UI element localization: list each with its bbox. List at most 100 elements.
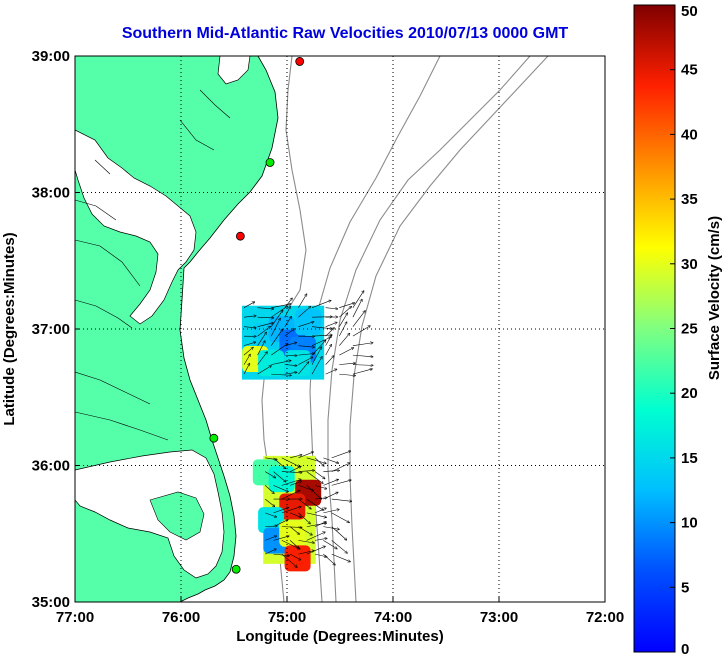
velocity-arrow — [289, 540, 299, 548]
velocity-arrow — [284, 372, 297, 375]
velocity-arrow — [331, 540, 347, 553]
velocity-arrow — [273, 471, 286, 482]
velocity-arrow — [284, 298, 292, 308]
velocity-cell — [258, 350, 285, 377]
velocity-arrow — [311, 357, 322, 375]
velocity-arrow — [314, 457, 324, 466]
x-tick-label: 75:00 — [268, 609, 306, 626]
radar-station-marker — [231, 564, 241, 574]
velocity-arrow — [243, 316, 256, 317]
velocity-arrow — [298, 452, 313, 459]
velocity-cell — [284, 350, 311, 377]
velocity-arrow — [281, 507, 301, 514]
velocity-arrow — [331, 553, 351, 562]
velocity-field-north — [242, 291, 373, 380]
chesapeake-bay — [75, 129, 197, 325]
radar-station-marker — [235, 231, 245, 241]
velocity-arrow — [270, 318, 280, 337]
velocity-arrow — [311, 340, 326, 356]
radar-station-marker — [265, 158, 275, 167]
x-tick-label: 74:00 — [374, 609, 412, 626]
velocity-arrow — [298, 354, 314, 356]
velocity-arrow — [312, 326, 332, 329]
y-tick-label: 36:00 — [32, 458, 70, 475]
velocity-arrow — [352, 311, 365, 327]
grid-lines — [75, 56, 605, 602]
velocity-arrow — [257, 308, 274, 309]
velocity-arrow — [298, 307, 310, 318]
velocity-arrow — [265, 512, 276, 517]
velocity-arrow — [331, 526, 347, 540]
velocity-arrow — [243, 327, 256, 328]
velocity-arrow — [281, 527, 302, 528]
colorbar-tick-label: 5 — [681, 579, 689, 596]
velocity-arrow — [281, 457, 300, 467]
colorbar-tick-label: 30 — [681, 256, 698, 273]
velocity-arrow — [284, 329, 294, 337]
colorbar-tick-label: 35 — [681, 191, 698, 208]
y-tick-label: 39:00 — [32, 48, 70, 65]
velocity-arrow — [257, 341, 265, 356]
velocity-arrow — [325, 345, 332, 356]
velocity-arrow — [298, 357, 312, 365]
velocity-arrow — [290, 512, 301, 518]
velocity-arrow — [257, 317, 274, 318]
velocity-arrow — [314, 485, 327, 488]
velocity-arrow — [298, 512, 310, 524]
y-tick-label: 38:00 — [32, 185, 70, 202]
velocity-arrow — [306, 471, 323, 484]
velocity-arrow — [284, 317, 291, 327]
velocity-arrow — [325, 328, 335, 337]
colorbar-tick-label: 25 — [681, 321, 698, 338]
velocity-arrow — [352, 365, 373, 366]
velocity-arrow — [323, 479, 338, 486]
velocity-arrow — [290, 455, 302, 459]
velocity-arrow — [281, 553, 297, 567]
velocity-arrow — [270, 310, 283, 327]
velocity-arrow — [243, 302, 255, 308]
radar-stations — [209, 57, 305, 574]
colorbar-tick-label: 40 — [681, 126, 698, 143]
velocity-arrow — [352, 299, 362, 318]
velocity-arrow — [298, 362, 308, 375]
velocity-arrow — [339, 303, 354, 308]
colorbar-tick-label: 20 — [681, 385, 698, 402]
velocity-arrow — [306, 532, 325, 541]
chart-title: Southern Mid-Atlantic Raw Velocities 201… — [122, 25, 569, 42]
velocity-arrow — [352, 354, 373, 357]
velocity-arrow — [298, 551, 314, 555]
velocity-arrow — [339, 373, 355, 376]
y-axis-ticks: 35:00 36:00 37:00 38:00 39:00 — [32, 48, 80, 611]
velocity-arrow — [273, 536, 289, 541]
velocity-arrow — [257, 352, 268, 365]
velocity-arrow — [273, 508, 289, 514]
velocity-arrow — [325, 356, 334, 365]
velocity-arrow — [306, 546, 325, 555]
x-tick-label: 72:00 — [586, 609, 624, 626]
velocity-arrow — [284, 307, 290, 318]
velocity-arrow — [306, 485, 322, 499]
colorbar-tick-label: 50 — [681, 3, 698, 20]
velocity-arrow — [257, 323, 274, 327]
velocity-arrow — [265, 498, 274, 506]
velocity-fields — [242, 291, 373, 572]
velocity-arrow — [331, 451, 351, 459]
velocity-arrow — [339, 313, 347, 327]
velocity-arrow — [289, 526, 299, 535]
colorbar-label: Surface Velocity (cm/s) — [706, 216, 723, 380]
velocity-arrow — [306, 498, 324, 510]
velocity-arrow — [243, 354, 250, 365]
colorbar-tick-label: 45 — [681, 62, 698, 79]
velocity-arrow — [265, 536, 276, 541]
velocity-arrow — [289, 553, 301, 560]
river-lines — [75, 89, 231, 441]
velocity-arrow — [312, 335, 332, 336]
velocity-arrow — [281, 472, 302, 473]
x-tick-label: 73:00 — [480, 609, 518, 626]
velocity-cell — [268, 466, 295, 493]
velocity-arrow — [298, 322, 313, 327]
velocity-arrow — [323, 509, 339, 514]
velocity-arrow — [298, 345, 314, 347]
velocity-arrow — [311, 347, 322, 365]
velocity-arrow — [306, 512, 326, 517]
